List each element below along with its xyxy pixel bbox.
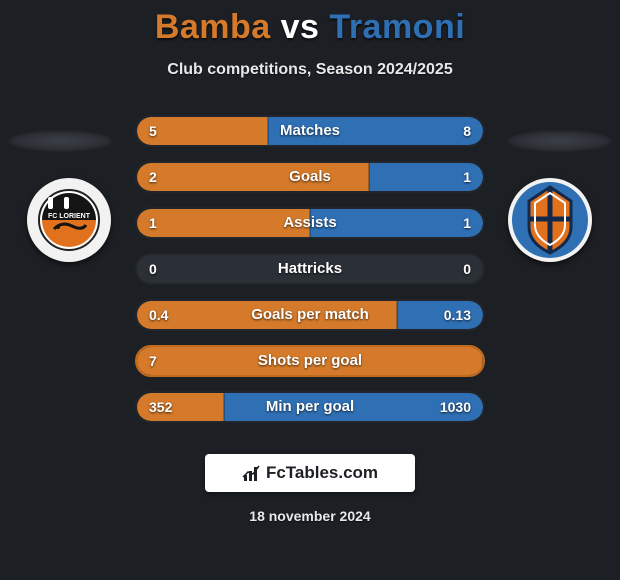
- player2-club-badge: [508, 178, 592, 262]
- bar-player2: [397, 301, 484, 329]
- player1-club-badge: FC LORIENT: [27, 178, 111, 262]
- page-title: Bamba vs Tramoni: [0, 0, 620, 47]
- player2-name: Tramoni: [329, 8, 465, 46]
- bar-player2: [268, 117, 483, 145]
- stat-value-player1: 0: [149, 255, 157, 283]
- bar-player2: [224, 393, 484, 421]
- stat-row: 3521030Min per goal: [135, 391, 485, 423]
- bar-player1: [137, 347, 483, 375]
- lorient-badge-icon: FC LORIENT: [38, 189, 100, 251]
- footer-date: 18 november 2024: [0, 508, 620, 524]
- fctables-logo: FcTables.com: [205, 454, 415, 492]
- stats-bars: 58Matches 21Goals 11Assists 0 0Hattricks 0.40…: [135, 115, 485, 437]
- bar-player1: [137, 301, 397, 329]
- stat-label: Hattricks: [137, 255, 483, 283]
- stat-row: 21Goals: [135, 161, 485, 193]
- stat-value-player2: 0: [463, 255, 471, 283]
- bar-player1: [137, 209, 310, 237]
- bar-player1: [137, 393, 224, 421]
- chart-icon: [242, 463, 262, 483]
- bar-player1: [137, 163, 369, 191]
- bar-player1: [137, 117, 268, 145]
- player1-shadow: [8, 130, 113, 152]
- stat-row: 7Shots per goal: [135, 345, 485, 377]
- stat-row: 0 0Hattricks: [135, 253, 485, 285]
- vs-text: vs: [281, 8, 320, 46]
- subtitle: Club competitions, Season 2024/2025: [0, 61, 620, 79]
- logo-text: FcTables.com: [266, 463, 378, 483]
- player2-shadow: [507, 130, 612, 152]
- player1-name: Bamba: [155, 8, 271, 46]
- stat-row: 11Assists: [135, 207, 485, 239]
- bar-player2: [369, 163, 483, 191]
- stat-row: 0.40.13Goals per match: [135, 299, 485, 331]
- club2-badge-icon: [511, 181, 589, 259]
- stat-row: 58Matches: [135, 115, 485, 147]
- bar-player2: [310, 209, 483, 237]
- svg-text:FC LORIENT: FC LORIENT: [48, 213, 91, 220]
